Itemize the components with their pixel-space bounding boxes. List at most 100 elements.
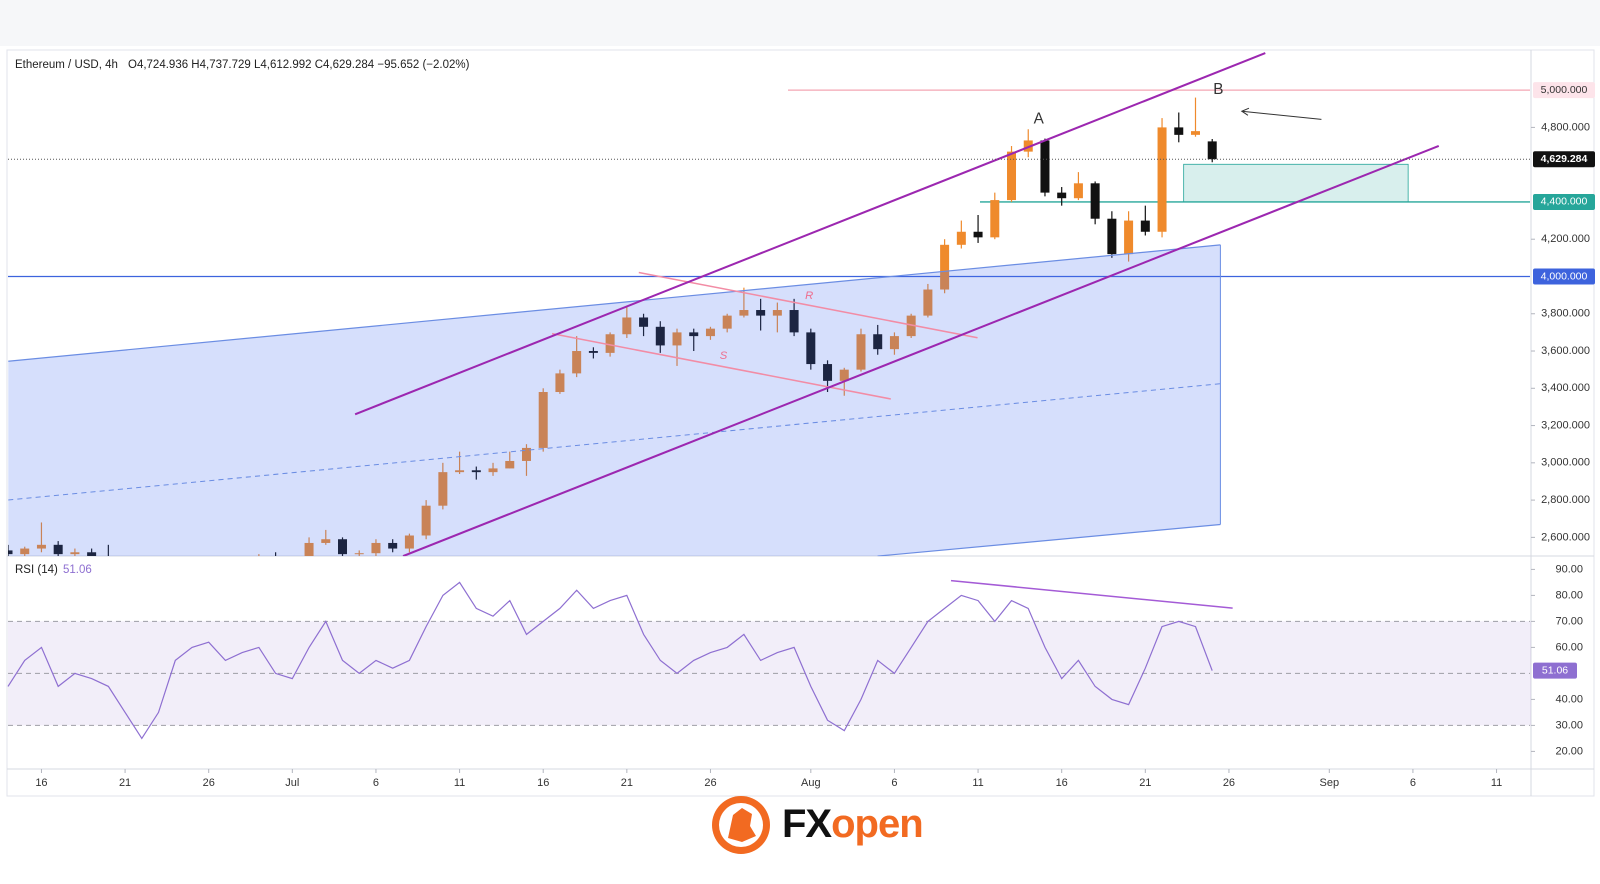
rsi-divergence: [950, 579, 1233, 609]
rsi-badge: [1533, 662, 1577, 679]
candle-body: [421, 505, 431, 536]
rsi-y-tick-label: 20.00: [1555, 745, 1583, 757]
rsi-line: [7, 581, 1213, 740]
candle-body: [839, 369, 849, 381]
x-tick-label: 21: [119, 777, 131, 789]
upper-trend: [354, 52, 1266, 416]
candle-body: [823, 364, 833, 381]
candle-body: [622, 317, 632, 335]
candle-body: [873, 334, 883, 350]
symbol: Ethereum / USD, 4h: [15, 59, 118, 71]
y-tick-label: 3,800.000: [1541, 308, 1590, 320]
chart-frame: [6, 49, 1595, 797]
arrow-head: [1240, 107, 1250, 116]
candle-body: [1073, 183, 1083, 199]
candle-body: [471, 470, 481, 473]
candle-body: [639, 317, 649, 327]
candle-body: [1107, 218, 1117, 255]
x-tick-label: 26: [704, 777, 716, 789]
x-tick-label: 11: [972, 777, 983, 789]
x-tick-label: 6: [891, 777, 897, 789]
candle-body: [36, 544, 46, 549]
x-tick-label: 21: [621, 777, 633, 789]
candle-body: [605, 334, 615, 353]
resistance-line: [638, 271, 978, 339]
candle-body: [789, 310, 799, 333]
arrow: [1241, 110, 1322, 120]
label-s: S: [720, 350, 728, 362]
x-tick-label: 26: [1223, 777, 1235, 789]
candle-body: [956, 231, 966, 245]
y-tick-label: 3,200.000: [1541, 419, 1590, 431]
candle-body: [990, 200, 1000, 238]
x-tick-label: 6: [1410, 777, 1416, 789]
candle-body: [889, 336, 899, 350]
y-tick-label: 2,800.000: [1541, 494, 1590, 506]
y-tick-label: 4,800.000: [1541, 121, 1590, 133]
candle-body: [672, 332, 682, 346]
candle-body: [404, 535, 414, 549]
candle-body: [923, 289, 933, 316]
candle-body: [1157, 127, 1167, 232]
candle-body: [70, 552, 80, 555]
candle-body: [555, 373, 565, 393]
rsi-y-tick-label: 90.00: [1555, 563, 1583, 575]
candle-body: [1207, 141, 1217, 160]
rsi-value: 51.06: [63, 564, 92, 576]
drawings: A B R S: [8, 52, 1440, 609]
candle-body: [588, 351, 598, 353]
candle-body: [1023, 140, 1033, 152]
candle-body: [856, 334, 866, 370]
level-badge-label: 4,000.000: [1541, 270, 1588, 282]
target-zone: [1183, 163, 1409, 203]
candle-body: [1007, 151, 1017, 201]
candle-body: [1174, 127, 1184, 135]
regression-channel: [8, 244, 1221, 557]
candle-body: [20, 548, 30, 555]
rsi-y-tick-label: 70.00: [1555, 615, 1583, 627]
support-line: [551, 332, 891, 400]
logo-fx: FX: [782, 802, 832, 846]
rsi-badge-label: 51.06: [1542, 664, 1568, 676]
candle-body: [655, 326, 665, 346]
y-tick-label: 2,600.000: [1541, 531, 1590, 543]
candle-body: [8, 550, 13, 555]
x-tick-label: 16: [537, 777, 549, 789]
candle-body: [689, 332, 699, 337]
top-strip: [0, 0, 1600, 46]
x-tick-label: Jul: [285, 777, 299, 789]
candle-body: [1057, 192, 1067, 199]
y-tick-label: 3,600.000: [1541, 345, 1590, 357]
candle-body: [705, 328, 715, 337]
candle-body: [488, 468, 498, 473]
logo-tiger: [728, 808, 756, 842]
candle-body: [1040, 140, 1050, 193]
x-tick-label: 6: [373, 777, 379, 789]
x-tick-label: 21: [1139, 777, 1151, 789]
rsi-y-tick-label: 60.00: [1555, 641, 1583, 653]
candles: [8, 97, 1217, 556]
last-price-badge: [1533, 151, 1595, 168]
lower-trend: [402, 144, 1440, 557]
candle-body: [1140, 220, 1150, 232]
candle-body: [772, 310, 782, 316]
candle-body: [1124, 220, 1134, 255]
candle-body: [538, 392, 548, 448]
rsi-y-tick-label: 30.00: [1555, 719, 1583, 731]
candle-body: [505, 460, 515, 469]
candle-body: [354, 553, 364, 555]
candle-body: [321, 539, 331, 543]
channel-mid: [8, 383, 1221, 501]
rsi-y-tick-label: 40.00: [1555, 693, 1583, 705]
candle-body: [371, 542, 381, 554]
candle-body: [940, 244, 950, 290]
x-tick-label: 11: [1491, 777, 1502, 789]
label-b: B: [1213, 81, 1223, 98]
candle-body: [1090, 183, 1100, 219]
candle-body: [572, 351, 582, 374]
candle-body: [521, 447, 531, 461]
candle-body: [973, 231, 983, 238]
ohlc-values: O4,724.936 H4,737.729 L4,612.992 C4,629.…: [128, 59, 470, 71]
